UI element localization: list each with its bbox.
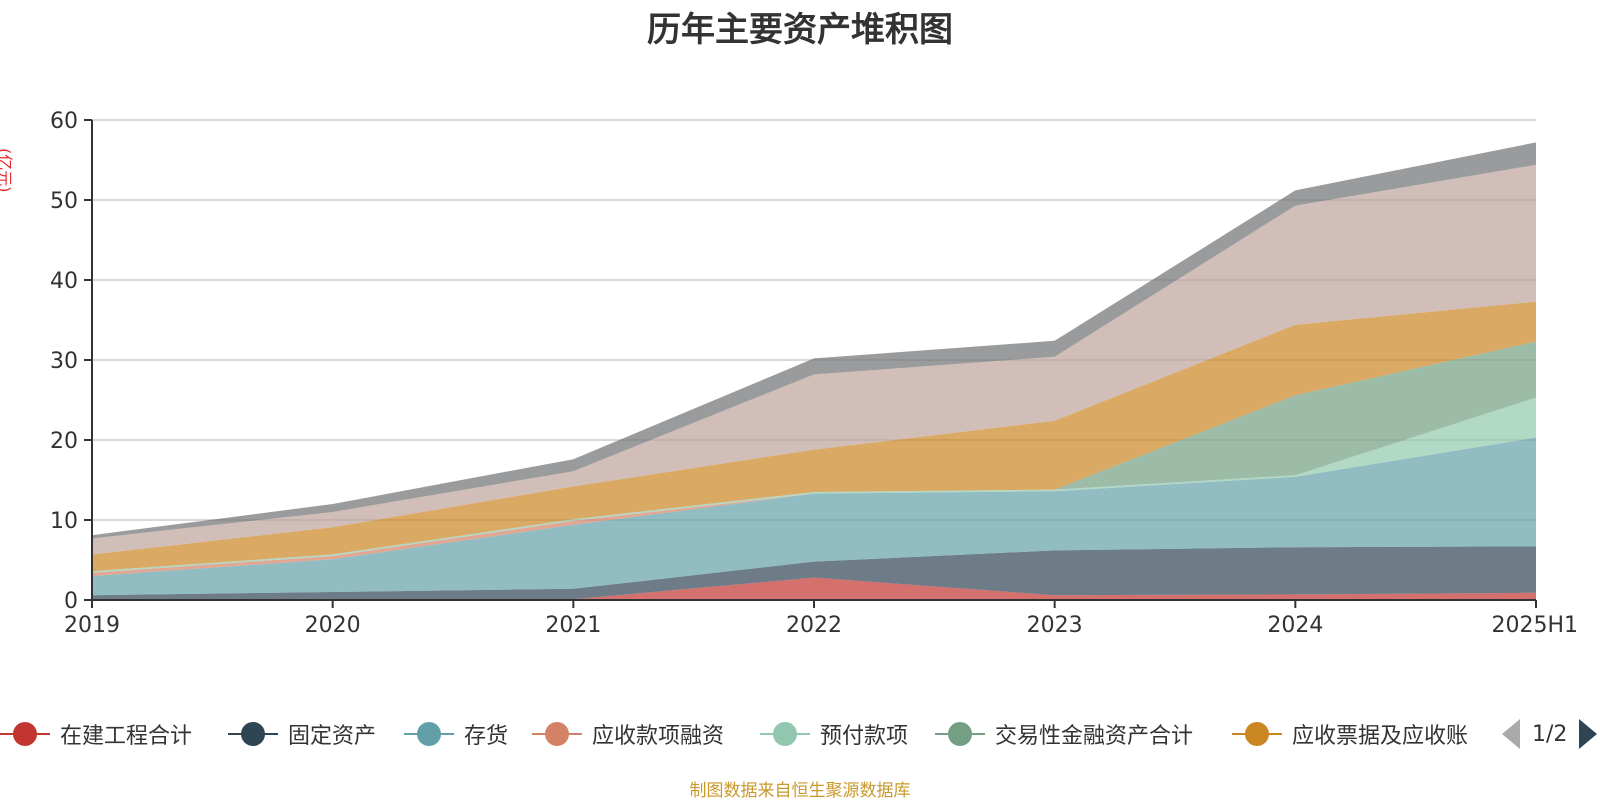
legend-marker-icon	[404, 722, 454, 746]
y-tick-label: 10	[50, 509, 78, 534]
y-tick-label: 0	[64, 589, 78, 614]
legend-item[interactable]: 交易性金融资产合计	[935, 714, 1193, 754]
area-series	[92, 142, 1536, 600]
source-note: 制图数据来自恒生聚源数据库	[0, 776, 1600, 801]
legend-marker-icon	[228, 722, 278, 746]
x-tick-label: 2019	[64, 613, 120, 638]
legend-item[interactable]: 应收票据及应收账	[1232, 714, 1468, 754]
legend-item[interactable]: 固定资产	[228, 714, 376, 754]
x-tick-label: 2021	[545, 613, 601, 638]
legend-item[interactable]: 存货	[404, 714, 508, 754]
legend-marker-icon	[760, 722, 810, 746]
x-tick-label: 2020	[305, 613, 361, 638]
legend-marker-icon	[935, 722, 985, 746]
y-tick-label: 40	[50, 269, 78, 294]
y-tick-label: 30	[50, 349, 78, 374]
legend-label: 在建工程合计	[60, 718, 192, 750]
legend-label: 存货	[464, 718, 508, 750]
x-tick-label: 2022	[786, 613, 842, 638]
x-tick-label: 2023	[1027, 613, 1083, 638]
legend-prev-page-icon[interactable]	[1502, 719, 1520, 749]
legend-label: 交易性金融资产合计	[995, 718, 1193, 750]
legend-item[interactable]: 预付款项	[760, 714, 908, 754]
y-tick-label: 20	[50, 429, 78, 454]
y-tick-labels: 0 10 20 30 40 50 60	[50, 109, 78, 614]
legend-next-page-icon[interactable]	[1579, 719, 1597, 749]
legend-label: 应收款项融资	[592, 718, 724, 750]
y-tick-label: 60	[50, 109, 78, 134]
y-tick-label: 50	[50, 189, 78, 214]
legend-marker-icon	[532, 722, 582, 746]
legend-label: 固定资产	[288, 718, 376, 750]
legend-marker-icon	[0, 722, 50, 746]
x-tick-label: 2025H1	[1491, 613, 1578, 638]
x-tick-label: 2024	[1267, 613, 1323, 638]
legend-item[interactable]: 在建工程合计	[0, 714, 192, 754]
legend-page-indicator: 1/2	[1532, 722, 1567, 747]
legend: 在建工程合计 固定资产 存货 应收款项融资 预付款项 交易性金融资产合计 应收票据及应收账	[0, 714, 1600, 754]
x-tick-labels: 2019 2020 2021 2022 2023 2024 2025H1	[64, 613, 1578, 638]
legend-label: 预付款项	[820, 718, 908, 750]
legend-marker-icon	[1232, 722, 1282, 746]
legend-pager: 1/2	[1502, 716, 1597, 752]
legend-item[interactable]: 应收款项融资	[532, 714, 724, 754]
legend-label: 应收票据及应收账	[1292, 718, 1468, 750]
